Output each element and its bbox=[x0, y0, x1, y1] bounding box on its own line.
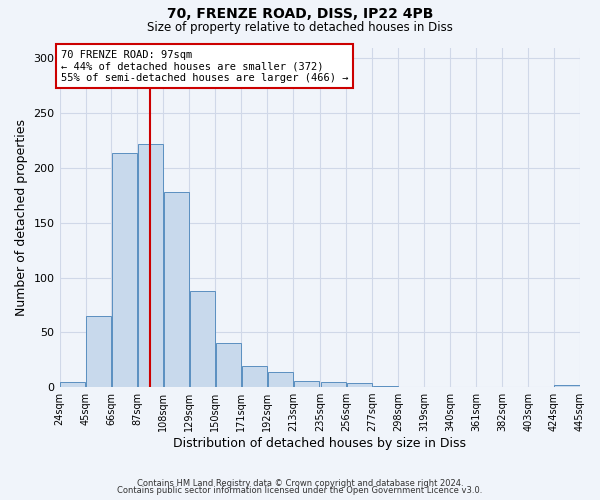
Bar bbox=[347, 382, 372, 387]
Text: Contains HM Land Registry data © Crown copyright and database right 2024.: Contains HM Land Registry data © Crown c… bbox=[137, 478, 463, 488]
Text: Contains public sector information licensed under the Open Government Licence v3: Contains public sector information licen… bbox=[118, 486, 482, 495]
Bar bbox=[373, 386, 398, 387]
Bar bbox=[190, 290, 215, 387]
Bar bbox=[86, 316, 111, 387]
Bar bbox=[60, 382, 85, 387]
Bar bbox=[112, 152, 137, 387]
Text: Size of property relative to detached houses in Diss: Size of property relative to detached ho… bbox=[147, 21, 453, 34]
Text: 70 FRENZE ROAD: 97sqm
← 44% of detached houses are smaller (372)
55% of semi-det: 70 FRENZE ROAD: 97sqm ← 44% of detached … bbox=[61, 50, 348, 83]
Bar bbox=[242, 366, 267, 387]
Bar bbox=[320, 382, 346, 387]
Bar bbox=[138, 144, 163, 387]
Bar bbox=[164, 192, 189, 387]
Y-axis label: Number of detached properties: Number of detached properties bbox=[15, 119, 28, 316]
Bar bbox=[268, 372, 293, 387]
Text: 70, FRENZE ROAD, DISS, IP22 4PB: 70, FRENZE ROAD, DISS, IP22 4PB bbox=[167, 8, 433, 22]
Bar bbox=[215, 344, 241, 387]
Bar bbox=[293, 380, 319, 387]
X-axis label: Distribution of detached houses by size in Diss: Distribution of detached houses by size … bbox=[173, 437, 466, 450]
Bar bbox=[554, 385, 580, 387]
